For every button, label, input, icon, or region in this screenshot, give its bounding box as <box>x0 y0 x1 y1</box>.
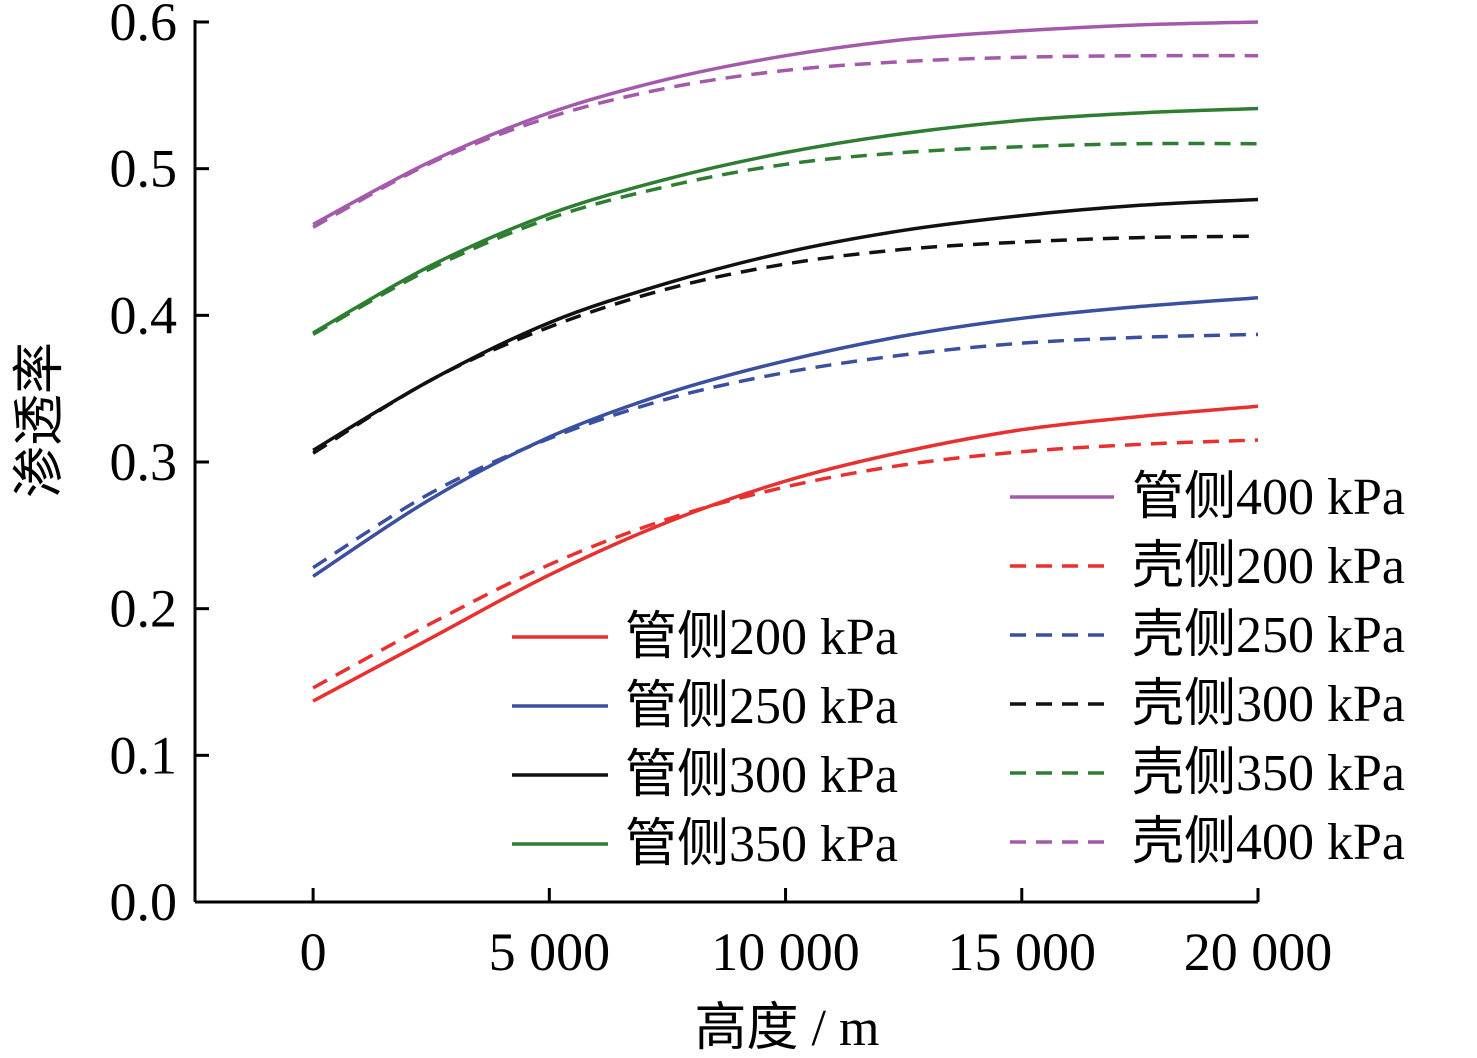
series-line-10 <box>312 53 1259 229</box>
legend-label: 壳侧200 kPa <box>1132 538 1405 595</box>
series-line-5 <box>312 20 1259 226</box>
legend-label: 管侧350 kPa <box>625 816 898 873</box>
legend-label: 管侧400 kPa <box>1132 469 1405 526</box>
x-tick-label: 15 000 <box>948 922 1097 982</box>
y-axis-label: 渗透率 <box>12 342 69 498</box>
series-line-8 <box>312 234 1259 455</box>
y-tick-label: 0.1 <box>110 725 178 785</box>
series-line-3 <box>312 197 1259 452</box>
y-tick-label: 0.5 <box>110 139 178 199</box>
x-axis-label: 高度 / m <box>695 1000 880 1057</box>
y-tick-label: 0.3 <box>110 432 178 492</box>
series-line-2 <box>312 295 1259 578</box>
y-tick-label: 0.0 <box>110 872 178 932</box>
series-line-4 <box>312 106 1259 335</box>
y-tick-label: 0.6 <box>110 0 178 52</box>
x-tick-label: 0 <box>300 922 327 982</box>
series-lines <box>312 20 1259 703</box>
series-line-9 <box>312 141 1259 336</box>
series-line-6 <box>312 438 1259 690</box>
legend: 管侧200 kPa 管侧250 kPa 管侧300 kPa 管侧350 kPa 管侧40… <box>512 469 1405 873</box>
x-tick-label: 10 000 <box>711 922 860 982</box>
ticks: 0.0 0.1 0.2 0.3 0.4 0.5 0.6 0 5 000 10 000 15 000 2… <box>110 0 1333 982</box>
legend-label: 壳侧400 kPa <box>1132 814 1405 871</box>
legend-label: 管侧250 kPa <box>625 678 898 735</box>
x-tick-label: 20 000 <box>1184 922 1333 982</box>
y-tick-label: 0.2 <box>110 579 178 639</box>
series-line-7 <box>312 332 1259 570</box>
x-tick-label: 5 000 <box>489 922 611 982</box>
series-line-1 <box>312 404 1259 703</box>
legend-label: 壳侧250 kPa <box>1132 607 1405 664</box>
legend-label: 管侧200 kPa <box>625 609 898 666</box>
legend-label: 壳侧350 kPa <box>1132 745 1405 802</box>
y-tick-label: 0.4 <box>110 285 178 345</box>
legend-label: 管侧300 kPa <box>625 747 898 804</box>
legend-label: 壳侧300 kPa <box>1132 676 1405 733</box>
